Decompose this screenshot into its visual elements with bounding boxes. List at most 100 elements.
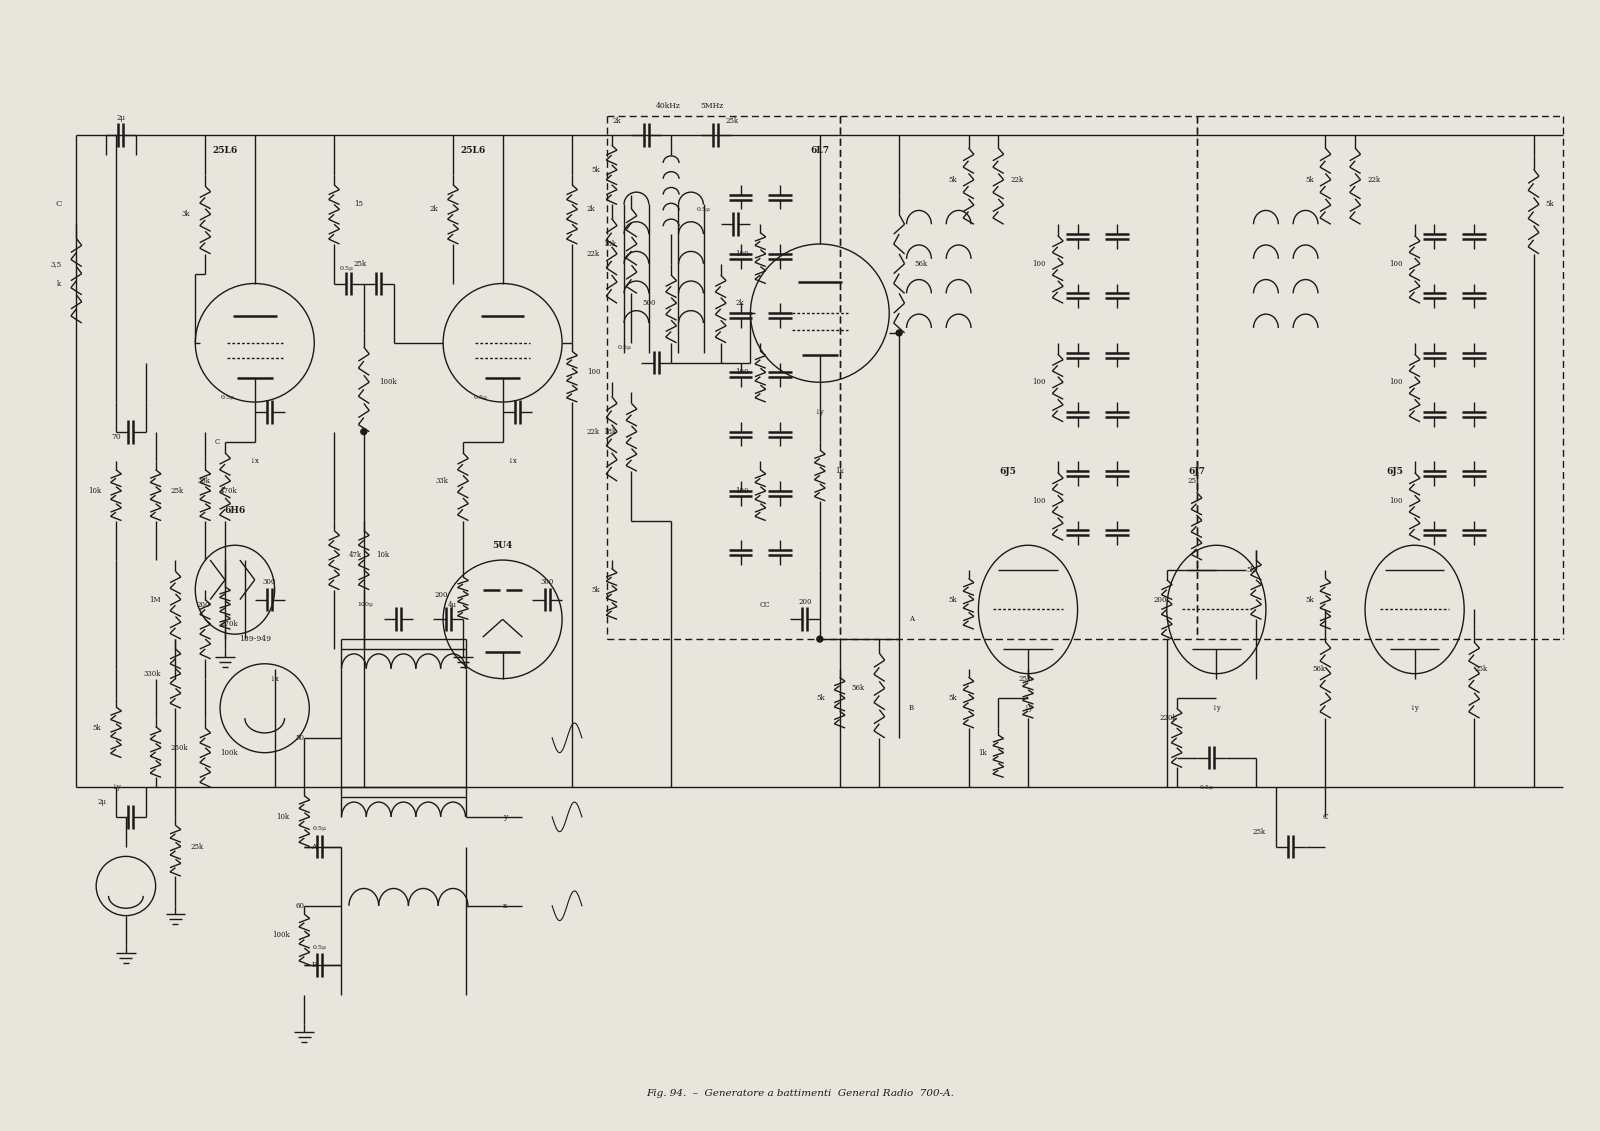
Text: 5k: 5k: [949, 596, 957, 604]
Text: 60: 60: [296, 901, 304, 909]
Text: B: B: [909, 705, 914, 713]
Text: 100k: 100k: [221, 749, 238, 757]
Text: 220k: 220k: [1158, 714, 1176, 722]
Text: 100: 100: [734, 250, 749, 258]
Text: 0.5μ: 0.5μ: [312, 827, 326, 831]
Text: 10k: 10k: [88, 487, 101, 495]
Text: 5k: 5k: [1306, 175, 1314, 184]
Text: 25k: 25k: [190, 843, 203, 851]
Text: 33k: 33k: [435, 477, 448, 485]
Text: 270k: 270k: [221, 620, 238, 628]
Circle shape: [896, 330, 902, 336]
Text: y: y: [502, 813, 507, 821]
Circle shape: [818, 636, 822, 642]
Text: 0.5μ: 0.5μ: [618, 345, 632, 351]
Text: 330k: 330k: [144, 670, 160, 677]
Text: 6H6: 6H6: [224, 507, 245, 516]
Text: 0.5μ: 0.5μ: [312, 944, 326, 950]
Text: 100: 100: [1032, 260, 1046, 268]
Text: 2k: 2k: [429, 206, 438, 214]
Text: 3k: 3k: [182, 210, 190, 218]
Text: 33k: 33k: [197, 477, 210, 485]
Text: 2μ: 2μ: [98, 798, 106, 806]
Text: 100: 100: [587, 369, 600, 377]
Text: ↓x: ↓x: [270, 674, 280, 683]
Text: 25k: 25k: [726, 116, 739, 124]
Text: 25k: 25k: [1253, 828, 1266, 836]
Text: x: x: [502, 901, 507, 909]
Text: ↓x: ↓x: [250, 457, 259, 465]
Text: 25k: 25k: [1474, 665, 1488, 673]
Text: A: A: [312, 843, 317, 851]
Circle shape: [362, 429, 366, 434]
Text: k: k: [58, 279, 61, 287]
Text: 56k: 56k: [851, 684, 864, 692]
Text: ↓y: ↓y: [1410, 705, 1419, 713]
Text: 5k: 5k: [590, 586, 600, 594]
Text: 5k: 5k: [816, 694, 824, 702]
Text: 100k: 100k: [272, 932, 290, 940]
Text: 0.5μ: 0.5μ: [339, 266, 354, 271]
Text: 6J7: 6J7: [1189, 467, 1205, 476]
Text: 1k: 1k: [978, 749, 986, 757]
Text: 1k: 1k: [835, 467, 843, 475]
Text: 6J5: 6J5: [1000, 467, 1016, 476]
Text: ↓y: ↓y: [110, 784, 122, 792]
Text: 5U4: 5U4: [493, 541, 512, 550]
Text: 100: 100: [1389, 260, 1403, 268]
Text: 6J5: 6J5: [1386, 467, 1403, 476]
Text: 139-949: 139-949: [238, 636, 270, 644]
Text: 25L6: 25L6: [213, 146, 238, 155]
Text: 2μ: 2μ: [117, 113, 125, 121]
Text: 25L6: 25L6: [461, 146, 485, 155]
Text: 100: 100: [734, 369, 749, 377]
Text: 3,5: 3,5: [50, 260, 61, 268]
Text: 100: 100: [1032, 378, 1046, 387]
Text: 470k: 470k: [221, 487, 238, 495]
Text: 2k: 2k: [587, 206, 595, 214]
Text: 40kHz: 40kHz: [656, 102, 682, 110]
Text: 47k: 47k: [349, 551, 362, 559]
Text: 5k: 5k: [949, 175, 957, 184]
Text: ↓y: ↓y: [1022, 705, 1034, 713]
Text: 56k: 56k: [1312, 665, 1325, 673]
Text: 18k: 18k: [603, 428, 616, 435]
Text: 100μ: 100μ: [358, 602, 374, 607]
Text: 5k: 5k: [93, 724, 101, 732]
Text: 15: 15: [354, 200, 363, 208]
Text: 25k: 25k: [1018, 674, 1032, 683]
Text: 100: 100: [1389, 497, 1403, 504]
Text: 0.5μ: 0.5μ: [221, 395, 235, 399]
Text: A: A: [909, 615, 914, 623]
Text: CC: CC: [760, 601, 770, 608]
Text: 500: 500: [643, 300, 656, 308]
Text: 5k: 5k: [1546, 200, 1554, 208]
Text: 25k: 25k: [354, 260, 366, 268]
Text: 0.5μ: 0.5μ: [474, 395, 488, 399]
Text: 56k: 56k: [914, 260, 926, 268]
Text: 5k: 5k: [590, 166, 600, 174]
Text: 200: 200: [435, 590, 448, 598]
Text: ↓y: ↓y: [1211, 705, 1221, 713]
Text: 6L7: 6L7: [810, 146, 829, 155]
Text: 5MHz: 5MHz: [701, 102, 725, 110]
Text: ↓x: ↓x: [507, 457, 517, 465]
Text: 22k: 22k: [587, 250, 600, 258]
Text: 100: 100: [1032, 497, 1046, 504]
Text: C: C: [214, 438, 221, 446]
Text: 2k: 2k: [736, 300, 744, 308]
Text: B: B: [312, 961, 317, 969]
Text: Fig. 94.  –  Generatore a battimenti  General Radio  700-A.: Fig. 94. – Generatore a battimenti Gener…: [646, 1089, 954, 1098]
Text: 300: 300: [541, 578, 554, 586]
Text: 10k: 10k: [376, 551, 389, 559]
Text: 5k: 5k: [949, 694, 957, 702]
Text: 10k: 10k: [277, 813, 290, 821]
Text: C: C: [1323, 813, 1328, 821]
Text: 4μ: 4μ: [448, 601, 458, 608]
Text: 70: 70: [110, 432, 122, 441]
Text: 5k: 5k: [1306, 596, 1314, 604]
Text: ↓y: ↓y: [814, 408, 824, 416]
Text: 100k: 100k: [379, 378, 397, 387]
Text: 50: 50: [296, 734, 304, 742]
Text: 22k: 22k: [1366, 175, 1381, 184]
